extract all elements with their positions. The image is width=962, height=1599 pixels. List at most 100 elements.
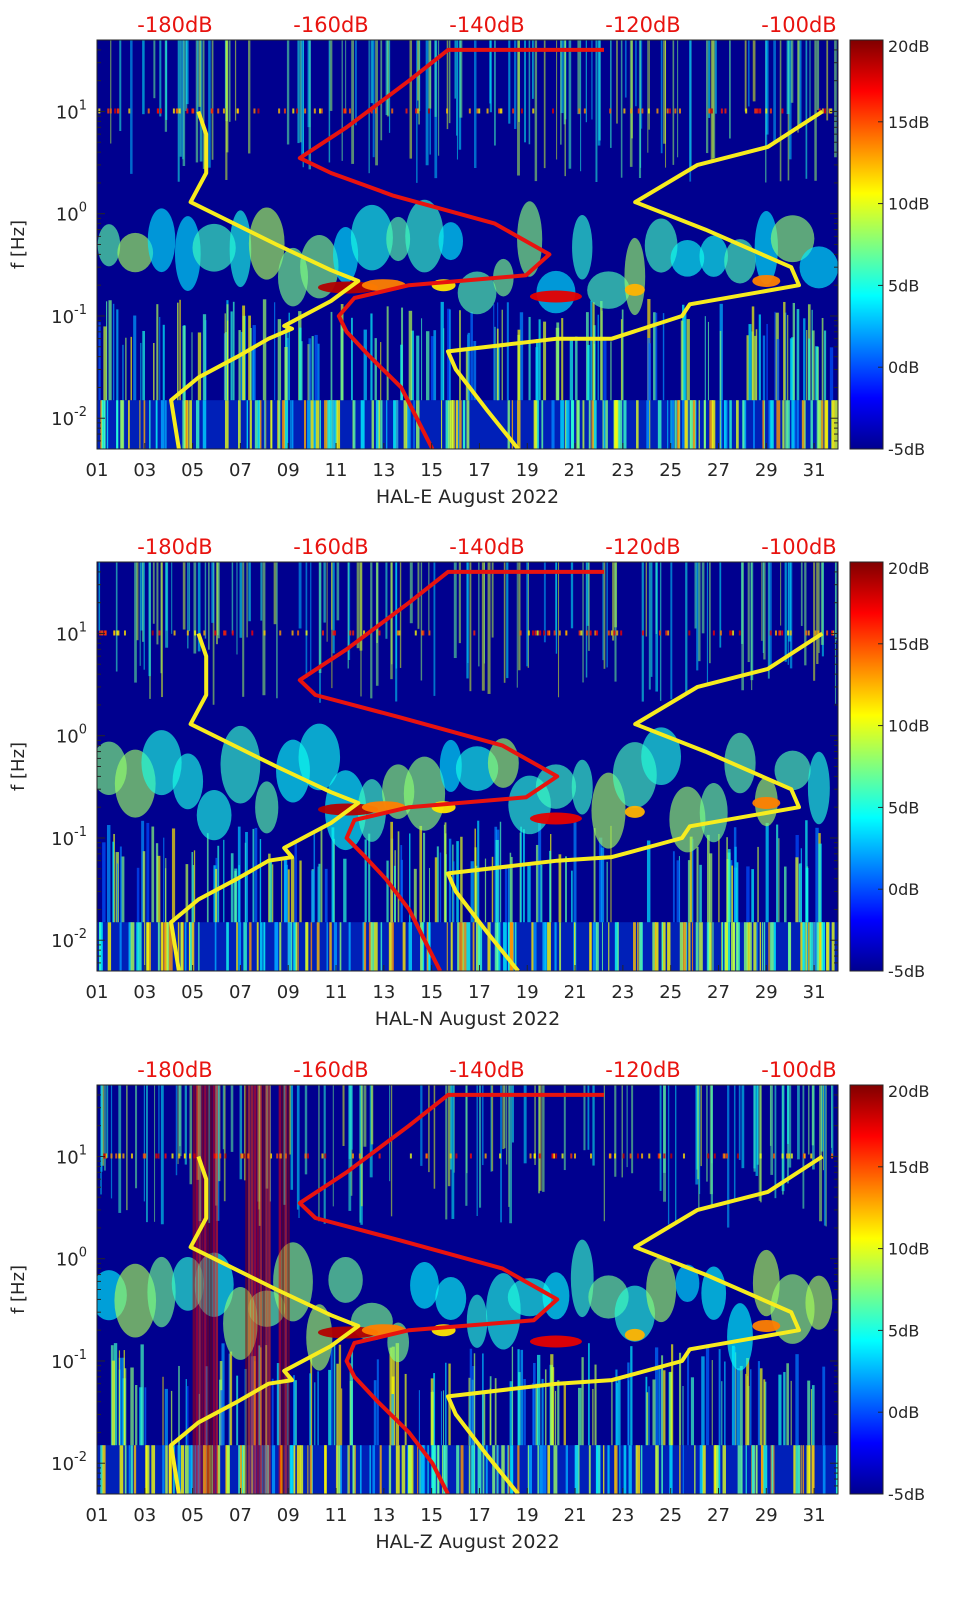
top-db-label: -180dB [137, 535, 212, 559]
top-db-label: -140dB [449, 13, 524, 37]
noise-model-curve [297, 47, 604, 449]
colorbar: 20dB 15dB 10dB 5dB 0dB -5dB [849, 1082, 930, 1504]
colorbar-label: 0dB [888, 1403, 919, 1422]
top-db-label: -100dB [761, 1058, 836, 1082]
y-axis-label: f [Hz] [8, 220, 29, 269]
colorbar: 20dB 15dB 10dB 5dB 0dB -5dB [849, 559, 930, 981]
model-curve-2 [446, 1154, 824, 1494]
x-tick-label: 13 [372, 1505, 395, 1526]
x-tick-label: 17 [468, 982, 491, 1003]
x-axis-label: HAL-N August 2022 [375, 1008, 561, 1030]
x-tick-label: 01 [86, 460, 109, 481]
top-db-label: -160dB [293, 13, 368, 37]
spectrogram-image [97, 1085, 838, 1494]
x-tick-label: 07 [229, 460, 252, 481]
x-tick-label: 09 [277, 1505, 300, 1526]
y-axis-label: f [Hz] [8, 742, 29, 791]
colorbar-label: 15dB [888, 113, 930, 132]
panel-1: 01 03 05 07 09 11 13 15 17 19 21 23 25 27 29 31 10-2 10-1… [8, 13, 930, 508]
x-tick-label: 09 [277, 460, 300, 481]
x-tick-label: 23 [611, 460, 634, 481]
x-tick-label: 29 [755, 982, 778, 1003]
colorbar: 20dB 15dB 10dB 5dB 0dB -5dB [849, 37, 930, 459]
x-tick-label: 03 [133, 460, 156, 481]
colorbar-label: 15dB [888, 1158, 930, 1177]
top-db-label: -100dB [761, 535, 836, 559]
x-tick-label: 19 [516, 460, 539, 481]
x-tick-label: 31 [803, 982, 826, 1003]
colorbar-label: 5dB [888, 1321, 919, 1340]
top-db-label: -120dB [605, 535, 680, 559]
x-tick-label: 29 [755, 1505, 778, 1526]
colorbar-label: 20dB [888, 1082, 930, 1101]
x-tick-label: 03 [133, 982, 156, 1003]
y-tick-label: 10-2 [51, 405, 87, 430]
x-tick-label: 21 [564, 982, 587, 1003]
x-tick-label: 01 [86, 982, 109, 1003]
colorbar-label: 10dB [888, 1240, 930, 1259]
x-tick-label: 19 [516, 982, 539, 1003]
colorbar-label: -5dB [888, 440, 925, 459]
top-db-label: -100dB [761, 13, 836, 37]
x-tick-label: 07 [229, 1505, 252, 1526]
colorbar-label: 0dB [888, 880, 919, 899]
x-tick-label: 27 [707, 460, 730, 481]
x-tick-label: 21 [564, 1505, 587, 1526]
x-tick-label: 15 [420, 460, 443, 481]
panel-2: 01 03 05 07 09 11 13 15 17 19 21 23 25 27 29 31 10-2 10-1… [8, 535, 930, 1030]
colorbar-label: 15dB [888, 635, 930, 654]
top-db-label: -160dB [293, 1058, 368, 1082]
model-curve-1 [169, 632, 361, 971]
spectrogram-image [97, 40, 838, 449]
x-tick-label: 13 [372, 982, 395, 1003]
colorbar-label: 20dB [888, 559, 930, 578]
model-curve-2 [446, 109, 824, 449]
top-db-label: -160dB [293, 535, 368, 559]
x-tick-label: 05 [181, 1505, 204, 1526]
x-axis-label: HAL-E August 2022 [376, 486, 559, 508]
x-tick-label: 23 [611, 982, 634, 1003]
model-curve-1 [169, 1155, 361, 1494]
top-db-label: -140dB [449, 535, 524, 559]
y-tick-label: 100 [56, 1246, 87, 1271]
x-tick-label: 11 [325, 460, 348, 481]
x-tick-label: 27 [707, 1505, 730, 1526]
x-tick-label: 05 [181, 982, 204, 1003]
y-axis-label: f [Hz] [8, 1265, 29, 1314]
spectrogram-image [97, 562, 838, 971]
y-tick-label: 10-1 [51, 303, 87, 328]
x-tick-label: 25 [659, 982, 682, 1003]
colorbar-label: -5dB [888, 962, 925, 981]
model-curve-2 [446, 631, 824, 971]
panel-3: 01 03 05 07 09 11 13 15 17 19 21 23 25 27 29 31 10-2 10-1… [8, 1058, 930, 1553]
model-curve-1 [169, 110, 361, 449]
y-tick-label: 10-1 [51, 1348, 87, 1373]
x-tick-label: 11 [325, 982, 348, 1003]
colorbar-label: -5dB [888, 1485, 925, 1504]
colorbar-label: 0dB [888, 358, 919, 377]
x-axis-label: HAL-Z August 2022 [375, 1531, 559, 1553]
y-tick-label: 101 [56, 1143, 87, 1168]
x-tick-label: 27 [707, 982, 730, 1003]
x-tick-label: 15 [420, 982, 443, 1003]
x-tick-label: 23 [611, 1505, 634, 1526]
x-tick-label: 03 [133, 1505, 156, 1526]
colorbar-label: 5dB [888, 276, 919, 295]
x-tick-label: 09 [277, 982, 300, 1003]
x-tick-label: 25 [659, 1505, 682, 1526]
y-tick-label: 10-2 [51, 927, 87, 952]
colorbar-label: 10dB [888, 717, 930, 736]
colorbar-label: 20dB [888, 37, 930, 56]
x-tick-label: 15 [420, 1505, 443, 1526]
x-tick-label: 17 [468, 1505, 491, 1526]
top-db-label: -180dB [137, 1058, 212, 1082]
x-tick-label: 11 [325, 1505, 348, 1526]
top-db-label: -120dB [605, 13, 680, 37]
y-tick-label: 101 [56, 98, 87, 123]
x-tick-label: 13 [372, 460, 395, 481]
top-db-label: -180dB [137, 13, 212, 37]
colorbar-label: 10dB [888, 195, 930, 214]
y-tick-label: 10-2 [51, 1450, 87, 1475]
x-tick-label: 29 [755, 460, 778, 481]
